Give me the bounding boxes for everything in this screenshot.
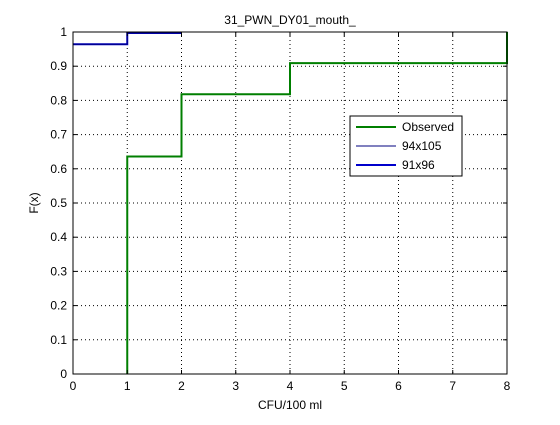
x-tick-label: 4 [287, 379, 294, 393]
y-tick-labels: 0 0.1 0.2 0.3 0.4 0.5 0.6 0.7 0.8 0.9 1 [50, 25, 67, 381]
legend-label-94x105: 94x105 [402, 139, 442, 153]
chart-title: 31_PWN_DY01_mouth_ [224, 13, 356, 27]
y-tick-label: 0.9 [50, 59, 67, 73]
y-tick-label: 0.7 [50, 128, 67, 142]
x-tick-label: 3 [232, 379, 239, 393]
y-tick-label: 0.4 [50, 230, 67, 244]
y-tick-label: 1 [60, 25, 67, 39]
series-line-94x105 [73, 32, 182, 45]
x-tick-labels: 0 1 2 3 4 5 6 7 8 [70, 379, 511, 393]
x-tick-label: 0 [70, 379, 77, 393]
legend-label-observed: Observed [402, 120, 454, 134]
y-tick-label: 0.6 [50, 162, 67, 176]
legend: Observed 94x105 91x96 [349, 115, 463, 177]
x-tick-label: 8 [504, 379, 511, 393]
y-tick-label: 0.5 [50, 196, 67, 210]
y-axis-label: F(x) [27, 192, 41, 213]
y-tick-label: 0 [60, 367, 67, 381]
x-tick-label: 2 [178, 379, 185, 393]
y-tick-label: 0.3 [50, 264, 67, 278]
series-line-observed [126, 32, 508, 374]
x-tick-label: 1 [124, 379, 131, 393]
axis-ticks [72, 31, 508, 375]
x-tick-label: 6 [395, 379, 402, 393]
y-tick-label: 0.8 [50, 93, 67, 107]
legend-label-91x96: 91x96 [402, 158, 435, 172]
y-tick-label: 0.1 [50, 333, 67, 347]
data-series [73, 32, 508, 374]
x-tick-label: 5 [341, 379, 348, 393]
x-tick-label: 7 [449, 379, 456, 393]
y-tick-label: 0.2 [50, 299, 67, 313]
x-axis-label: CFU/100 ml [258, 398, 322, 412]
